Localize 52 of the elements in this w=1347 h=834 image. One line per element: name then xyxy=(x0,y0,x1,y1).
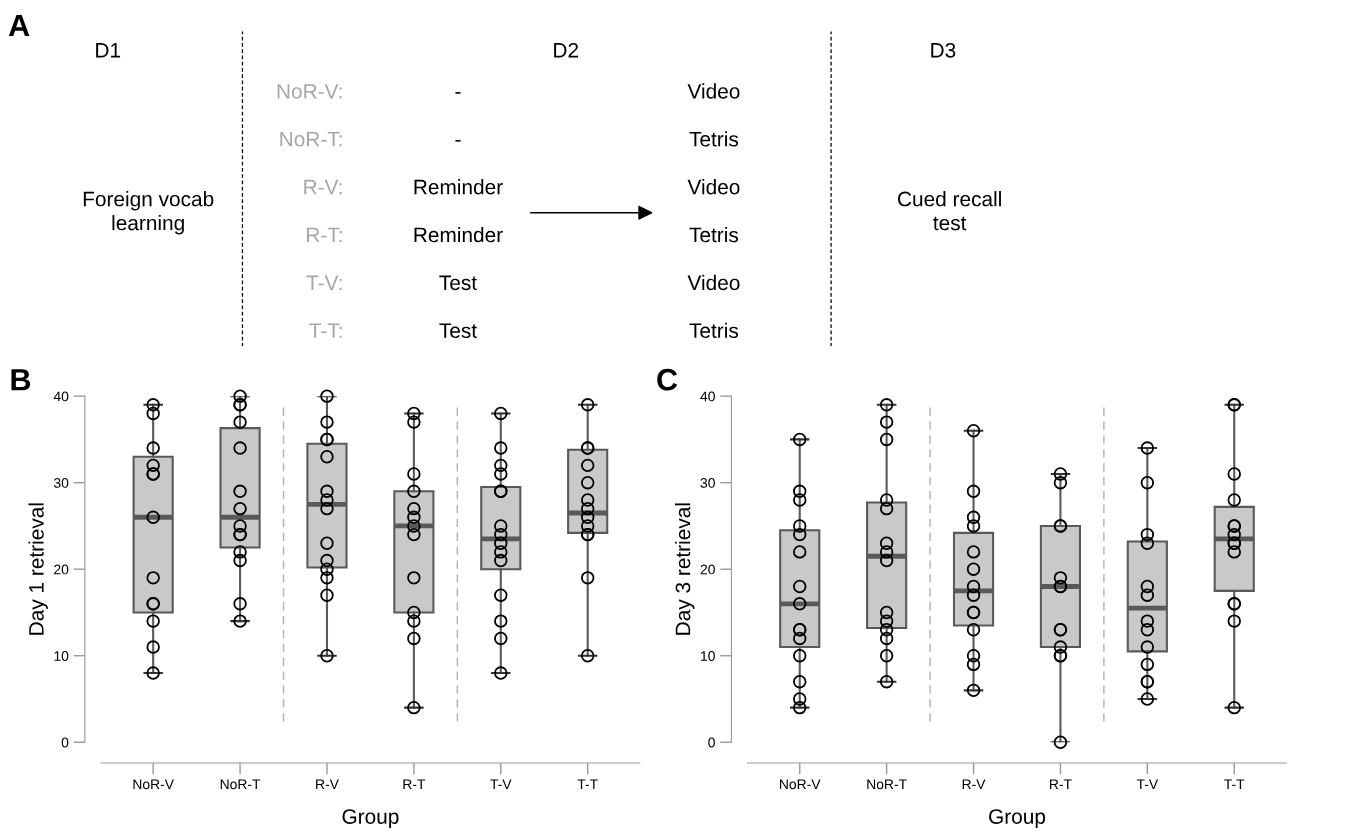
y-tick-label: 20 xyxy=(54,564,69,575)
y-tick-label: 10 xyxy=(54,651,69,661)
text: R-T: xyxy=(307,227,342,243)
text: - xyxy=(455,92,461,94)
x-tick-label: NoR-T xyxy=(220,779,261,790)
text: Tetris xyxy=(689,226,739,243)
y-tick-label: 40 xyxy=(53,391,69,402)
text: Test xyxy=(439,323,477,339)
x-tick-label: R-V xyxy=(316,779,339,790)
x-tick-label: T-T xyxy=(577,779,598,790)
y-axis-title: Day 1 retrieval xyxy=(28,503,48,635)
text: Video xyxy=(687,274,740,291)
y-tick-label: 30 xyxy=(700,478,715,488)
y-tick-label: 40 xyxy=(700,391,715,402)
text: Video xyxy=(687,179,740,195)
text: NoR-V: xyxy=(277,84,342,99)
text: Reminder xyxy=(414,179,503,195)
text: B xyxy=(11,369,31,391)
text: D1 xyxy=(96,43,121,58)
text: Cued recall test xyxy=(898,191,1001,231)
y-axis-title: Day 3 retrieval xyxy=(675,503,695,635)
text: T-T: xyxy=(309,323,342,338)
x-tick-label: NoR-V xyxy=(780,779,821,790)
x-tick-label: T-T xyxy=(1224,779,1245,790)
x-tick-label: NoR-T xyxy=(867,779,907,790)
x-tick-label: R-T xyxy=(1050,779,1072,790)
text: D2 xyxy=(554,42,579,58)
text: A xyxy=(8,14,30,37)
text: - xyxy=(455,139,461,142)
text: Tetris xyxy=(689,131,739,147)
y-tick-label: 20 xyxy=(700,564,715,575)
x-tick-label: T-V xyxy=(1136,779,1159,790)
x-tick-label: R-T xyxy=(403,779,426,790)
y-tick-label: 30 xyxy=(53,478,69,488)
text: Video xyxy=(687,83,740,99)
x-tick-label: NoR-V xyxy=(133,779,174,790)
text: C xyxy=(657,368,678,391)
text: Tetris xyxy=(689,322,739,339)
y-tick-label: 0 xyxy=(61,737,69,748)
text: Foreign vocab learning xyxy=(83,191,214,235)
text: Reminder xyxy=(414,226,503,243)
x-axis-title: Group xyxy=(342,809,399,829)
y-tick-label: 10 xyxy=(701,651,715,661)
text: NoR-T: xyxy=(280,132,342,147)
x-tick-label: T-V xyxy=(490,779,512,790)
text: Test xyxy=(439,275,477,291)
x-axis-title: Group xyxy=(989,809,1046,829)
x-tick-label: R-V xyxy=(962,779,986,790)
text: R-V: xyxy=(304,179,342,195)
text: T-V: xyxy=(306,275,342,290)
text: D3 xyxy=(931,42,956,58)
y-tick-label: 0 xyxy=(708,737,715,748)
